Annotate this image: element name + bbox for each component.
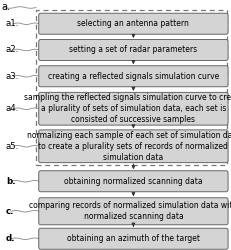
FancyBboxPatch shape [39, 40, 227, 60]
Text: a2.: a2. [6, 46, 19, 54]
Text: a3.: a3. [6, 72, 19, 81]
Text: b.: b. [6, 177, 15, 186]
FancyBboxPatch shape [39, 171, 227, 192]
FancyBboxPatch shape [39, 130, 227, 162]
Text: a1.: a1. [6, 19, 19, 28]
Text: selecting an antenna pattern: selecting an antenna pattern [77, 19, 188, 28]
Text: d.: d. [6, 234, 15, 243]
Text: obtaining an azimuth of the target: obtaining an azimuth of the target [67, 234, 199, 243]
Text: c.: c. [6, 207, 14, 216]
Text: setting a set of radar parameters: setting a set of radar parameters [69, 46, 197, 54]
FancyBboxPatch shape [39, 66, 227, 87]
FancyBboxPatch shape [39, 198, 227, 225]
Text: creating a reflected signals simulation curve: creating a reflected signals simulation … [48, 72, 218, 81]
Text: obtaining normalized scanning data: obtaining normalized scanning data [64, 177, 202, 186]
FancyBboxPatch shape [39, 228, 227, 249]
FancyBboxPatch shape [39, 92, 227, 125]
Text: a.: a. [1, 2, 10, 12]
FancyBboxPatch shape [39, 13, 227, 34]
Text: normalizing each sample of each set of simulation data
to create a plurality set: normalizing each sample of each set of s… [27, 131, 231, 162]
Text: sampling the reflected signals simulation curve to create
a plurality of sets of: sampling the reflected signals simulatio… [24, 93, 231, 124]
Text: comparing records of normalized simulation data with
normalized scanning data: comparing records of normalized simulati… [29, 201, 231, 221]
Text: a5.: a5. [6, 142, 19, 151]
Bar [36, 10, 226, 165]
Text: a4.: a4. [6, 104, 19, 113]
